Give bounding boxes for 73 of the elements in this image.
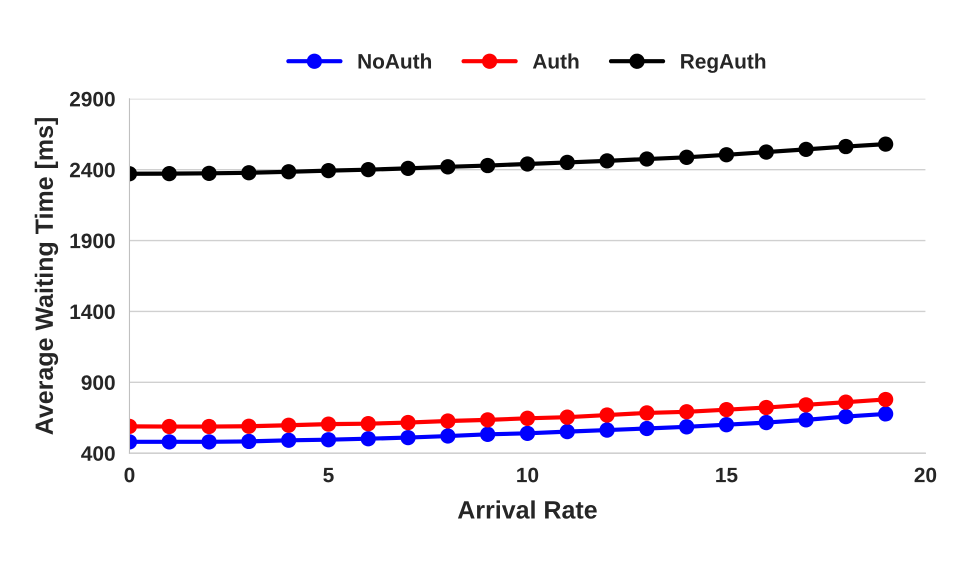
y-tick-label: 2900 [70, 92, 115, 107]
x-tick-label: 10 [517, 468, 538, 482]
point [639, 420, 654, 436]
legend-label: NoAuth [358, 53, 432, 69]
point [878, 136, 894, 152]
legend-label: RegAuth [681, 53, 766, 73]
x-axis-title: Arrival Rate [458, 500, 597, 519]
point [560, 424, 575, 440]
point [400, 160, 416, 176]
point [320, 432, 336, 448]
point [639, 151, 654, 167]
point [758, 144, 774, 160]
point [480, 412, 496, 428]
point [201, 166, 217, 181]
point [599, 153, 615, 168]
x-tick-label: 15 [716, 468, 738, 482]
point [480, 426, 496, 442]
point [758, 400, 774, 416]
y-tick-label: 2400 [70, 162, 115, 178]
point [838, 408, 854, 424]
point [838, 394, 854, 410]
point [360, 431, 376, 446]
point [599, 407, 615, 423]
x-tick-label: 20 [914, 468, 936, 482]
legend-label: Auth [532, 53, 578, 69]
point [201, 418, 217, 434]
point [360, 416, 376, 432]
point [718, 402, 734, 418]
point [878, 392, 894, 408]
point [281, 418, 296, 433]
point [679, 419, 694, 434]
y-tick-label: 900 [82, 375, 115, 390]
point [400, 430, 416, 446]
point [560, 154, 575, 170]
point [440, 428, 456, 444]
y-tick-label: 1400 [70, 304, 115, 320]
point [360, 162, 376, 178]
y-tick-label: 400 [81, 446, 115, 461]
point [718, 417, 734, 432]
point [400, 414, 416, 430]
point [520, 156, 536, 172]
point [599, 422, 615, 438]
point [560, 410, 575, 425]
point [281, 432, 296, 448]
point [520, 426, 536, 441]
point [480, 158, 496, 174]
y-tick-label: 1900 [70, 234, 115, 248]
point [241, 418, 256, 434]
point [838, 138, 854, 154]
point [798, 412, 814, 428]
point [201, 434, 217, 450]
x-tick-label: 5 [323, 468, 334, 482]
point [241, 165, 256, 180]
point [878, 406, 894, 422]
point [241, 434, 256, 450]
y-axis-title: Average Waiting Time [ms] [34, 118, 58, 435]
point [679, 150, 694, 165]
point [520, 410, 536, 426]
point [320, 163, 336, 178]
point [162, 418, 177, 434]
point [162, 166, 177, 182]
point [281, 164, 296, 180]
point [440, 413, 456, 429]
point [798, 397, 814, 412]
point [758, 414, 774, 430]
point [320, 416, 336, 432]
point [162, 434, 177, 450]
point [798, 142, 814, 158]
point [679, 404, 694, 420]
point [718, 147, 734, 162]
x-tick-label: 0 [124, 468, 134, 482]
point [639, 405, 654, 421]
point [440, 159, 456, 174]
